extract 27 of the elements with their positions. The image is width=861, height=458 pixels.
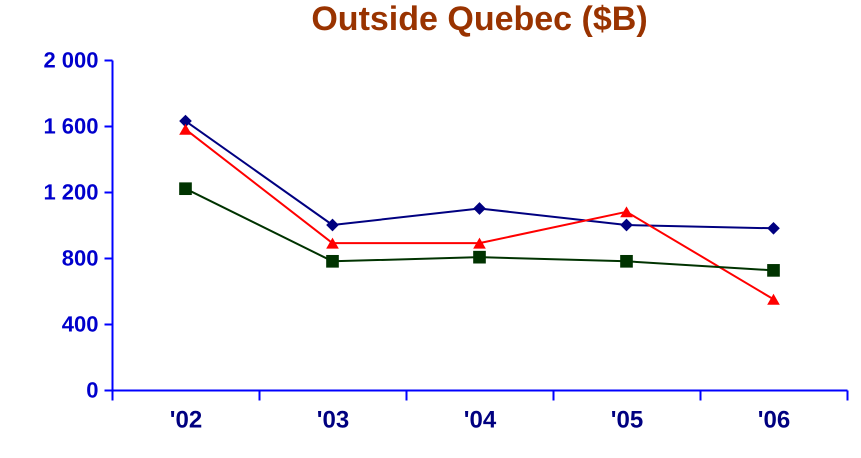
x-tick-label: '06: [758, 406, 790, 434]
x-tick-label: '03: [316, 406, 350, 434]
point: [179, 114, 192, 128]
point: [767, 222, 780, 235]
point: [767, 264, 780, 277]
y-tick-label: 1 200: [43, 180, 98, 204]
y-tick-label: 800: [62, 246, 98, 270]
point: [473, 202, 486, 215]
x-tick-label: '04: [464, 406, 497, 434]
point: [326, 218, 339, 232]
y-tick-label: 0: [86, 378, 98, 402]
y-tick-label: 2 000: [43, 48, 98, 72]
x-tick-label: '02: [170, 406, 202, 434]
point: [620, 206, 633, 218]
point: [767, 294, 780, 305]
x-tick-label: '05: [610, 406, 644, 434]
point: [620, 218, 633, 232]
point: [620, 254, 633, 268]
chart-title: Outside Quebec ($B): [311, 0, 648, 38]
point: [179, 182, 192, 196]
point: [179, 124, 192, 135]
point: [473, 238, 486, 249]
point: [473, 250, 486, 264]
point: [326, 254, 339, 268]
y-tick-label: 1 600: [43, 114, 98, 138]
point: [326, 238, 339, 249]
y-tick-label: 400: [62, 312, 98, 336]
